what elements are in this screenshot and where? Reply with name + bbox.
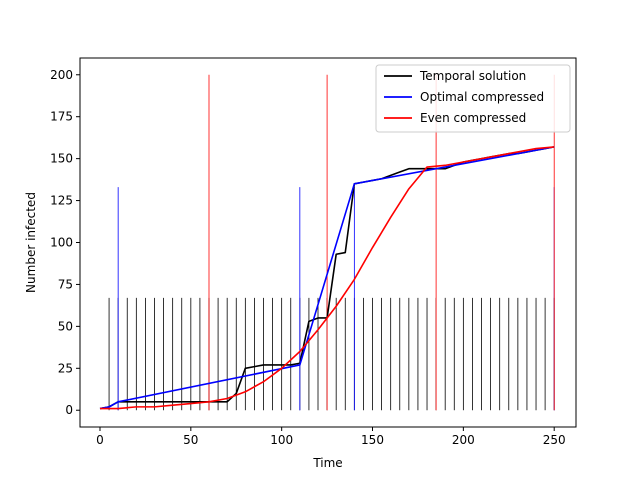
x-tick-label: 250 xyxy=(543,433,566,447)
legend: Temporal solution Optimal compressed Even … xyxy=(375,64,571,133)
series-line-even-compressed xyxy=(99,146,555,410)
y-tick-label: 0 xyxy=(65,403,73,417)
y-axis-label: Number infected xyxy=(24,192,38,293)
y-tick-label: 150 xyxy=(50,152,73,166)
x-axis-ticks: 0 50 100 150 200 250 xyxy=(96,427,566,447)
x-tick-label: 0 xyxy=(96,433,104,447)
y-tick-label: 100 xyxy=(50,236,73,250)
x-tick-label: 200 xyxy=(452,433,475,447)
x-axis-label: Time xyxy=(312,456,342,470)
series-lines xyxy=(99,146,555,410)
y-axis-ticks: 0 25 50 75 100 125 150 175 200 xyxy=(50,68,80,417)
y-tick-label: 125 xyxy=(50,194,73,208)
x-tick-label: 50 xyxy=(183,433,198,447)
x-tick-label: 100 xyxy=(270,433,293,447)
legend-label-optimal-compressed: Optimal compressed xyxy=(420,90,544,104)
series-line-optimal-compressed xyxy=(99,146,555,410)
legend-label-temporal-solution: Temporal solution xyxy=(419,69,526,83)
y-tick-label: 200 xyxy=(50,68,73,82)
legend-label-even-compressed: Even compressed xyxy=(420,111,526,125)
y-tick-label: 25 xyxy=(58,361,73,375)
x-tick-label: 150 xyxy=(361,433,384,447)
y-tick-label: 75 xyxy=(58,277,73,291)
event-markers xyxy=(108,74,555,411)
y-tick-label: 50 xyxy=(58,319,73,333)
legend-box xyxy=(375,64,571,133)
y-tick-label: 175 xyxy=(50,110,73,124)
